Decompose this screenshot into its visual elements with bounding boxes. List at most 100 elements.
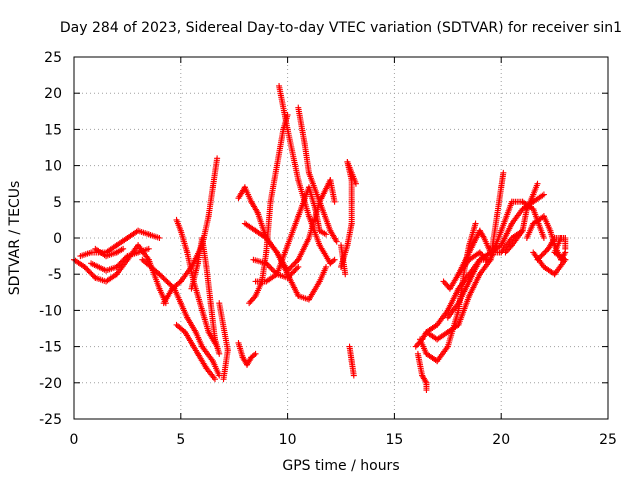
plot-frame (73, 56, 609, 420)
data-point (500, 169, 507, 176)
data-point (476, 249, 483, 256)
data-point (538, 252, 545, 259)
data-point (216, 350, 223, 357)
data-point (502, 249, 509, 256)
data-point (503, 248, 510, 255)
data-point (251, 352, 258, 359)
data-point (350, 372, 357, 379)
data-point (284, 111, 291, 118)
y-tick-label: -5 (48, 267, 62, 283)
data-point (534, 180, 541, 187)
data-point (440, 278, 447, 285)
data-point (285, 266, 292, 273)
data-point (293, 265, 300, 272)
data-point (506, 245, 513, 252)
data-point (284, 274, 291, 281)
data-point (481, 255, 488, 262)
data-point (323, 231, 330, 238)
data-point (123, 254, 130, 261)
data-point (537, 254, 544, 261)
data-point (331, 198, 338, 205)
y-tick-label: -25 (39, 412, 62, 428)
y-tick-label: -20 (39, 376, 62, 392)
x-axis-label: GPS time / hours (282, 458, 399, 474)
y-tick-label: 15 (44, 122, 62, 138)
data-point (113, 263, 120, 270)
data-point (81, 263, 88, 270)
data-point (119, 258, 126, 265)
data-point (163, 277, 170, 284)
x-tick-label: 5 (176, 432, 185, 448)
data-point (121, 255, 128, 262)
data-point (539, 251, 546, 258)
data-point (412, 343, 419, 350)
data-point (542, 248, 549, 255)
data-point (342, 271, 349, 278)
data-point (541, 249, 548, 256)
data-point (295, 263, 302, 270)
data-point (443, 281, 450, 288)
data-point (289, 269, 296, 276)
data-point (156, 271, 163, 278)
y-tick-label: 20 (44, 86, 62, 102)
data-point (115, 262, 122, 269)
data-point (83, 265, 90, 272)
data-point (247, 298, 254, 305)
data-point (561, 250, 568, 257)
data-point (480, 233, 487, 240)
data-point (220, 376, 227, 383)
data-point (352, 180, 359, 187)
data-point (161, 276, 168, 283)
data-point (87, 269, 94, 276)
data-point (267, 264, 274, 271)
data-point (249, 295, 256, 302)
data-point (288, 263, 295, 270)
data-point (540, 191, 547, 198)
data-point (156, 235, 163, 241)
data-point (176, 279, 183, 286)
data-point (246, 300, 253, 307)
data-point (292, 266, 299, 273)
data-point (269, 267, 276, 274)
data-point (84, 266, 91, 273)
y-tick-label: 25 (44, 50, 62, 66)
data-point (214, 155, 221, 162)
data-point (333, 238, 340, 245)
data-point (423, 387, 430, 394)
data-point (330, 257, 337, 264)
data-point (85, 268, 92, 275)
data-points (71, 82, 569, 394)
x-tick-label: 10 (279, 432, 297, 448)
y-axis-label: SDTVAR / TECUs (7, 181, 23, 296)
data-point (168, 283, 175, 290)
data-point (170, 284, 177, 291)
data-point (214, 343, 221, 350)
data-point (478, 250, 485, 257)
data-point (422, 378, 429, 385)
data-point (117, 259, 124, 266)
data-point (287, 272, 294, 279)
data-point (285, 273, 292, 280)
data-point (248, 297, 255, 304)
x-tick-label: 25 (599, 432, 617, 448)
data-point (534, 256, 541, 263)
data-point (159, 273, 166, 280)
x-tick-label: 20 (492, 432, 510, 448)
data-point (252, 350, 259, 357)
data-point (251, 294, 258, 301)
axis-ticks: 0 5 10 15 20 25 -25 -20 -15 -10 -5 0 5 10 15 20 25 (39, 50, 617, 448)
data-point (272, 269, 279, 276)
data-point (263, 260, 270, 267)
data-point (291, 268, 298, 275)
data-point (287, 264, 294, 271)
data-point (323, 263, 330, 270)
chart-title: Day 284 of 2023, Sidereal Day-to-day VTE… (60, 20, 622, 36)
data-point (268, 265, 275, 272)
y-tick-label: 5 (53, 195, 62, 211)
data-point (89, 272, 96, 279)
data-point (483, 256, 490, 263)
y-tick-label: -15 (39, 340, 62, 356)
data-point (116, 261, 123, 268)
data-point (88, 270, 95, 277)
data-point (265, 263, 272, 270)
